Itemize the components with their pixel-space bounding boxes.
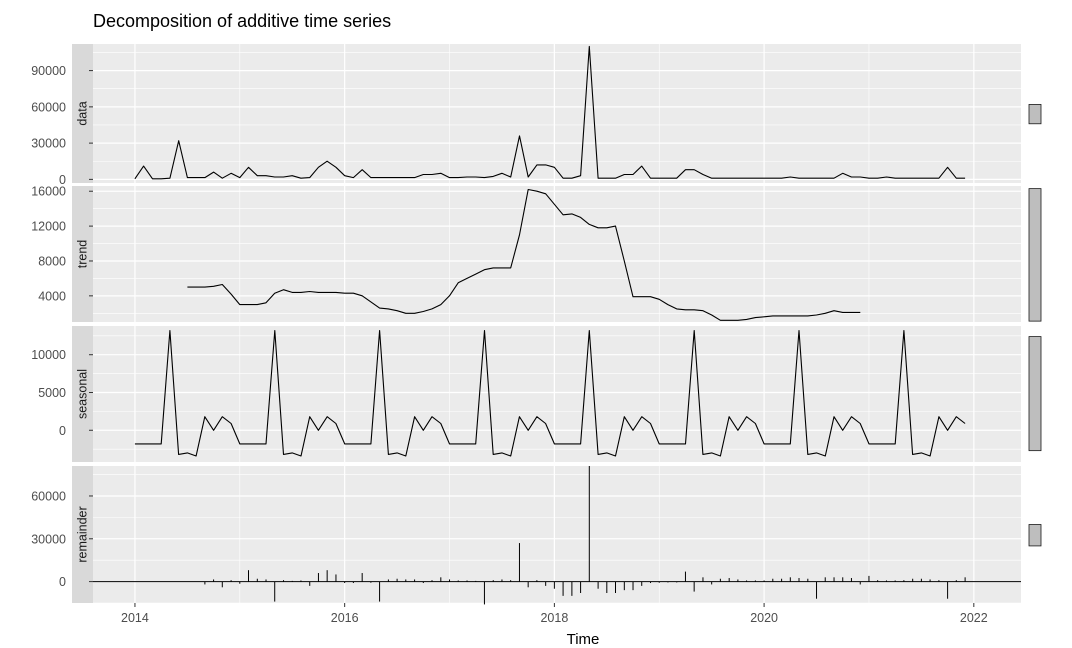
strip-trend [72, 186, 93, 322]
tick-label-y: 90000 [31, 64, 66, 78]
panel-background [93, 44, 1021, 183]
tick-label-y: 60000 [31, 100, 66, 114]
tick-label-y: 4000 [38, 289, 66, 303]
scale-bar-data [1028, 104, 1042, 125]
tick-label-y: 10000 [31, 348, 66, 362]
panel-background [93, 326, 1021, 462]
tick-label-x: 2016 [331, 611, 359, 625]
panel-background [93, 186, 1021, 322]
scale-bar-trend [1028, 188, 1042, 322]
tick-label-y: 30000 [31, 137, 66, 151]
scale-bar-seasonal [1028, 336, 1042, 452]
panels-group: data 0 30000 60000 90000 trend 4000 8000 12000 16… [31, 44, 1042, 605]
tick-label-y: 8000 [38, 254, 66, 268]
panel-data: data 0 30000 60000 90000 [31, 44, 1042, 187]
tick-label-x: 2020 [750, 611, 778, 625]
tick-label-y: 0 [59, 173, 66, 187]
strip-label-trend: trend [76, 240, 90, 269]
strip-seasonal [72, 326, 93, 462]
tick-label-y: 5000 [38, 386, 66, 400]
strip-label-seasonal: seasonal [76, 369, 90, 419]
tick-label-y: 0 [59, 575, 66, 589]
tick-label-x: 2022 [960, 611, 988, 625]
panel-trend: trend 4000 8000 12000 16000 [31, 185, 1042, 322]
tick-label-y: 16000 [31, 185, 66, 199]
series-line-trend [187, 188, 861, 321]
tick-label-x: 2014 [121, 611, 149, 625]
tick-label-x: 2018 [540, 611, 568, 625]
strip-remainder [72, 466, 93, 603]
series-line-data [134, 45, 966, 180]
tick-label-y: 60000 [31, 489, 66, 503]
series-line-seasonal [134, 329, 966, 457]
strip-label-remainder: remainder [76, 506, 90, 562]
x-axis-title: Time [567, 631, 600, 648]
tick-label-y: 0 [59, 424, 66, 438]
strip-label-data: data [76, 101, 90, 125]
strip-data [72, 44, 93, 183]
x-axis: 2014 2016 2018 2020 2022 [121, 603, 988, 625]
chart-title: Decomposition of additive time series [93, 11, 391, 31]
panel-background [93, 466, 1021, 603]
panel-remainder: remainder 0 30000 60000 [31, 466, 1042, 605]
panel-seasonal: seasonal 0 5000 10000 [31, 326, 1042, 462]
tick-label-y: 12000 [31, 220, 66, 234]
scale-bar-remainder [1028, 524, 1042, 547]
tick-label-y: 30000 [31, 532, 66, 546]
